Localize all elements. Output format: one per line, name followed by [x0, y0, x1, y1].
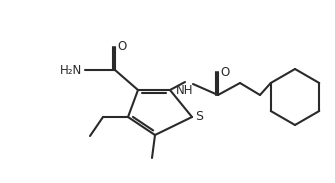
- Text: S: S: [195, 111, 203, 124]
- Text: NH: NH: [176, 84, 194, 97]
- Text: H₂N: H₂N: [60, 64, 82, 76]
- Text: O: O: [117, 40, 126, 53]
- Text: O: O: [220, 66, 229, 79]
